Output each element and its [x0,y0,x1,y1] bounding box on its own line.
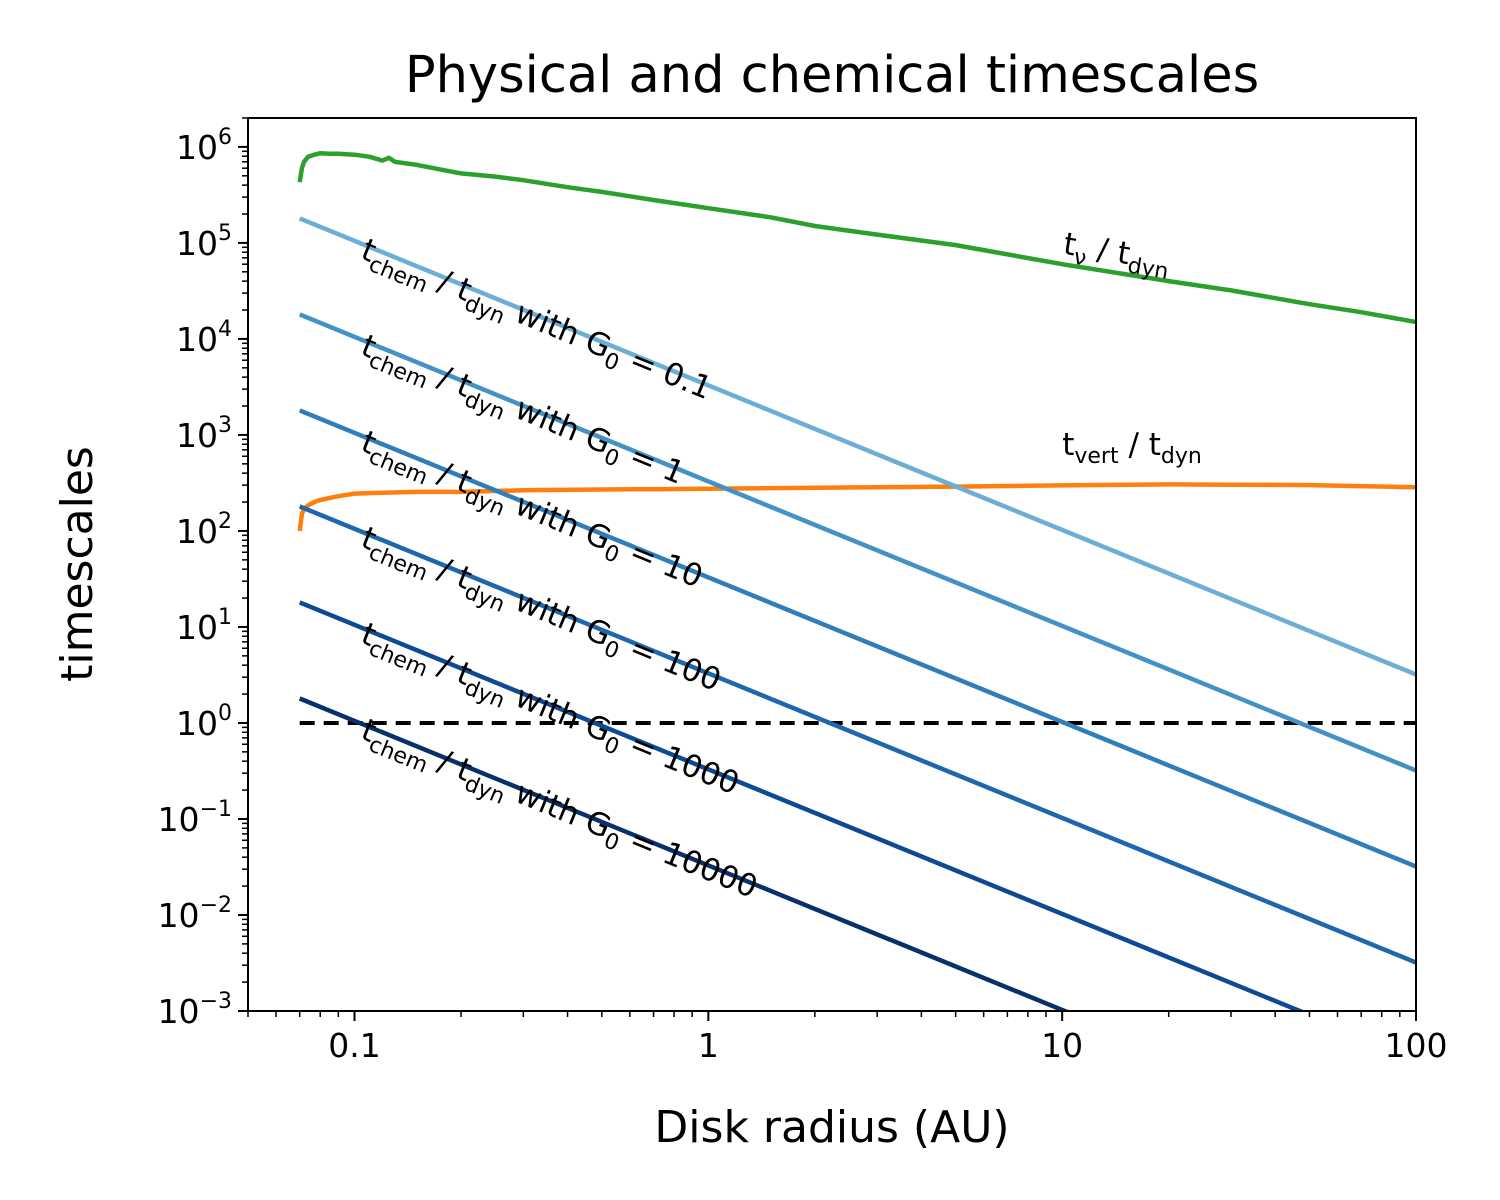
y-tick-label: 10−3 [158,989,232,1031]
x-tick-label: 1 [698,1026,719,1065]
x-tick-label: 0.1 [328,1026,380,1065]
x-tick-label: 10 [1041,1026,1083,1065]
y-tick-label: 106 [176,125,232,167]
y-tick-label: 10−2 [158,893,232,935]
series-line-2 [298,216,1416,677]
series-line-7 [298,696,1071,1011]
y-tick-label: 105 [176,221,232,263]
y-tick-label: 101 [176,605,232,647]
curve-label-1: tvert / tdyn [1062,427,1202,469]
curve-labels: tν / tdyn tvert / tdyn tchem / tdyn with G… [354,226,1202,911]
y-tick-label: 102 [176,509,232,551]
y-axis-label: timescales [52,446,103,682]
axis-ticks: 0.1 1 10 100 10−3 10−2 10−1 100 101 102 103 104 105 1… [158,117,1448,1065]
series-line-4 [298,408,1416,869]
curve-label-0: tν / tdyn [1060,226,1173,285]
x-tick-label: 100 [1385,1026,1448,1065]
series-line-6 [298,600,1306,1011]
axes-frame [247,117,1417,1012]
series-line-3 [298,312,1416,773]
y-tick-label: 100 [176,701,232,743]
y-tick-label: 104 [176,317,232,359]
curve-label-6: tchem / tdyn with G0 = 1000 [354,616,744,808]
series-line-5 [298,504,1416,965]
curve-label-7: tchem / tdyn with G0 = 10000 [354,712,763,911]
plot-area [297,150,1416,1011]
x-axis-label: Disk radius (AU) [654,1102,1009,1153]
y-tick-label: 103 [176,413,232,455]
series-line-0 [297,150,1416,325]
chart-title: Physical and chemical timescales [405,46,1259,105]
y-tick-label: 10−1 [158,797,232,839]
